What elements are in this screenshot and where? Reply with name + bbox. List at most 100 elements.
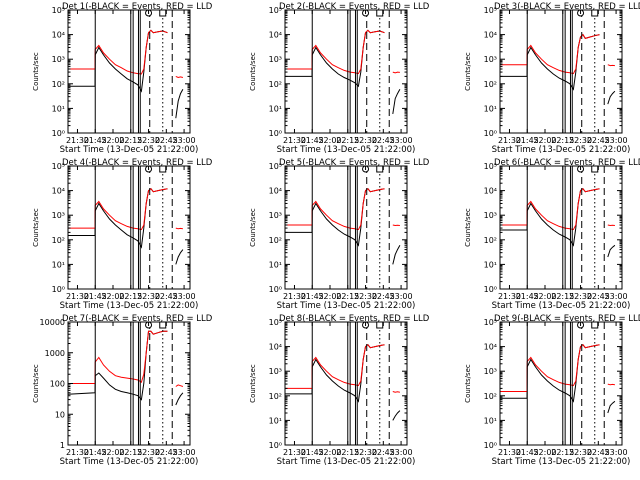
y-tick-label: 10¹ <box>484 416 497 425</box>
y-axis-label: Counts/sec <box>249 364 257 403</box>
y-axis-label: Counts/sec <box>32 208 40 247</box>
y-tick-label: 10⁰ <box>52 129 65 138</box>
x-tick-label: 22:15 <box>551 292 574 301</box>
y-tick-label: 10⁰ <box>269 441 282 450</box>
y-tick-label: 10¹ <box>269 260 282 269</box>
y-tick-label: 10² <box>484 392 497 401</box>
y-tick-label: 10⁴ <box>269 343 282 352</box>
series-line-lld <box>68 187 183 231</box>
y-tick-label: 10³ <box>269 55 282 64</box>
y-tick-label: 10¹ <box>52 260 65 269</box>
series-line-events <box>68 330 184 406</box>
series-line-events <box>68 29 184 119</box>
panel-title: Det 4(-BLACK = Events, RED = LLD <box>62 158 213 168</box>
y-tick-label: 100 <box>50 380 65 389</box>
x-tick-label: 22:15 <box>336 448 359 457</box>
y-tick-label: 10⁴ <box>484 187 497 196</box>
panel-title: Det 5(-BLACK = Events, RED = LLD <box>279 158 430 168</box>
y-tick-label: 10³ <box>484 367 497 376</box>
x-tick-label: 22:00 <box>101 448 124 457</box>
y-tick-label: 10¹ <box>484 260 497 269</box>
y-tick-label: 10² <box>52 236 65 245</box>
x-tick-label: 22:00 <box>101 292 124 301</box>
y-tick-label: 10⁵ <box>484 6 497 15</box>
x-tick-label: 22:15 <box>119 292 142 301</box>
x-tick-label: 22:45 <box>587 292 610 301</box>
y-tick-label: 10⁴ <box>484 343 497 352</box>
series-line-events <box>285 187 401 265</box>
y-tick-label: 10⁴ <box>269 187 282 196</box>
y-tick-label: 10² <box>484 236 497 245</box>
x-tick-label: 23:00 <box>390 448 413 457</box>
y-tick-label: 10 <box>55 410 65 419</box>
y-tick-label: 10³ <box>52 55 65 64</box>
panel-title: Det 9(-BLACK = Events, RED = LLD <box>494 314 640 324</box>
y-tick-label: 10² <box>52 80 65 89</box>
x-axis-label: Start Time (13-Dec-05 21:22:00) <box>492 457 631 467</box>
series-line-lld <box>500 187 615 231</box>
series-line-events <box>285 343 401 421</box>
x-tick-label: 21:45 <box>516 136 539 145</box>
x-tick-label: 22:15 <box>119 136 142 145</box>
x-tick-label: 22:30 <box>137 136 160 145</box>
x-tick-label: 22:15 <box>119 448 142 457</box>
y-tick-label: 10⁵ <box>269 318 282 327</box>
y-tick-label: 1 <box>60 441 65 450</box>
y-axis-label: Counts/sec <box>32 364 40 403</box>
x-tick-label: 22:00 <box>101 136 124 145</box>
x-tick-label: 23:00 <box>390 136 413 145</box>
panel-title: Det 6(-BLACK = Events, RED = LLD <box>494 158 640 168</box>
y-tick-label: 1000 <box>45 349 65 358</box>
y-tick-label: 10³ <box>269 211 282 220</box>
x-tick-label: 21:45 <box>301 292 324 301</box>
x-tick-label: 22:45 <box>155 136 178 145</box>
y-tick-label: 10⁵ <box>484 162 497 171</box>
x-tick-label: 23:00 <box>390 292 413 301</box>
series-line-lld <box>68 29 184 79</box>
series-line-lld <box>285 29 400 75</box>
x-tick-label: 22:30 <box>354 292 377 301</box>
x-tick-label: 22:45 <box>155 448 178 457</box>
x-tick-label: 23:00 <box>173 448 196 457</box>
x-tick-label: 21:30 <box>283 448 306 457</box>
x-axis-label: Start Time (13-Dec-05 21:22:00) <box>60 301 199 311</box>
x-tick-label: 22:30 <box>137 292 160 301</box>
x-tick-label: 22:45 <box>587 448 610 457</box>
x-tick-label: 22:30 <box>569 292 592 301</box>
panel-title: Det 2(-BLACK = Events, RED = LLD <box>279 2 430 12</box>
y-tick-label: 10⁵ <box>269 6 282 15</box>
y-tick-label: 10⁰ <box>269 285 282 294</box>
series-line-events <box>500 343 616 414</box>
series-line-lld <box>500 33 615 75</box>
y-tick-label: 10³ <box>52 211 65 220</box>
x-axis-label: Start Time (13-Dec-05 21:22:00) <box>60 457 199 467</box>
x-tick-label: 22:30 <box>354 448 377 457</box>
x-tick-label: 21:30 <box>66 448 89 457</box>
series-line-lld <box>500 343 615 392</box>
panel-title: Det 8(-BLACK = Events, RED = LLD <box>279 314 430 324</box>
y-tick-label: 10000 <box>40 318 65 327</box>
x-tick-label: 21:30 <box>66 136 89 145</box>
x-tick-label: 22:15 <box>551 136 574 145</box>
y-tick-label: 10⁰ <box>52 285 65 294</box>
y-tick-label: 10³ <box>269 367 282 376</box>
y-tick-label: 10⁵ <box>484 318 497 327</box>
x-tick-label: 22:00 <box>533 448 556 457</box>
y-axis-label: Counts/sec <box>464 208 472 247</box>
x-tick-label: 23:00 <box>173 136 196 145</box>
y-axis-label: Counts/sec <box>32 52 40 91</box>
x-tick-label: 22:30 <box>569 136 592 145</box>
y-tick-label: 10⁰ <box>484 285 497 294</box>
panel-title: Det 3(-BLACK = Events, RED = LLD <box>494 2 640 12</box>
x-axis-label: Start Time (13-Dec-05 21:22:00) <box>60 145 199 155</box>
y-tick-label: 10² <box>269 80 282 89</box>
